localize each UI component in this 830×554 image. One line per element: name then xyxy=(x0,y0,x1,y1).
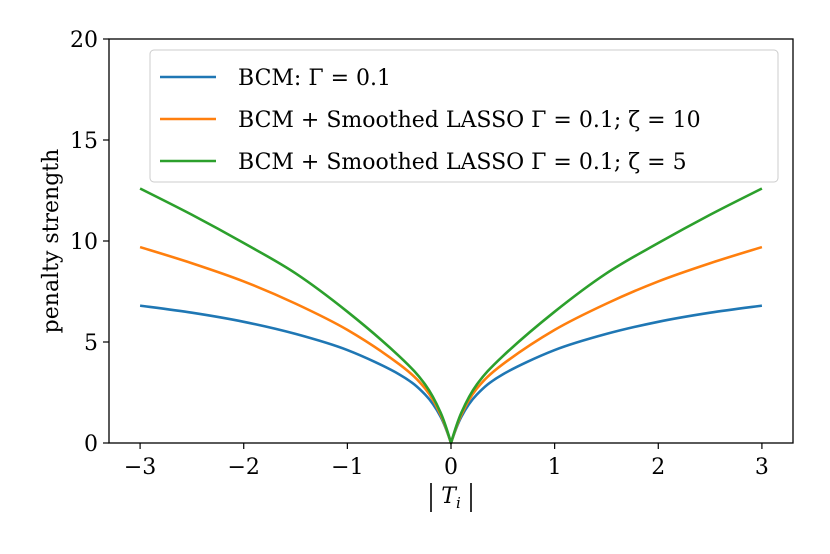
x-tick-label: 3 xyxy=(755,455,769,480)
legend-entries: BCM: Γ = 0.1 BCM + Smoothed LASSO Γ = 0.1… xyxy=(160,66,701,175)
y-tick-label: 5 xyxy=(84,331,98,356)
y-tick-label: 20 xyxy=(70,28,98,53)
y-axis-label: penalty strength xyxy=(39,149,64,334)
legend-label-1: BCM: Γ = 0.1 xyxy=(238,66,391,91)
y-tick-label: 15 xyxy=(70,129,98,154)
y-tick-label: 0 xyxy=(84,432,98,457)
series-line-2 xyxy=(139,245,763,445)
series-line-3 xyxy=(139,187,763,445)
series-line-1 xyxy=(139,304,763,445)
legend-label-2: BCM + Smoothed LASSO Γ = 0.1; ζ = 10 xyxy=(238,108,701,133)
x-tick-label: 0 xyxy=(444,455,458,480)
x-tick-label: −3 xyxy=(124,455,156,480)
legend-box xyxy=(149,49,779,183)
x-tick-label: 1 xyxy=(548,455,562,480)
axis-ticks: −3 −2 −1 0 1 2 3 0 5 10 15 20 xyxy=(70,28,769,480)
x-axis-label: Ti xyxy=(430,483,472,512)
legend-label-3: BCM + Smoothed LASSO Γ = 0.1; ζ = 5 xyxy=(238,150,687,175)
legend: BCM: Γ = 0.1 BCM + Smoothed LASSO Γ = 0.1… xyxy=(149,49,779,183)
x-tick-label: −1 xyxy=(331,455,363,480)
x-axis-label-text: Ti xyxy=(441,484,461,512)
x-tick-label: −2 xyxy=(228,455,260,480)
y-tick-label: 10 xyxy=(70,230,98,255)
series-layer xyxy=(139,187,763,445)
x-tick-label: 2 xyxy=(651,455,665,480)
